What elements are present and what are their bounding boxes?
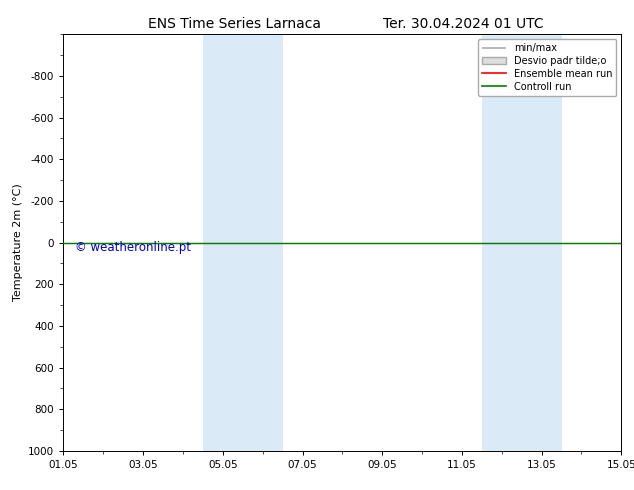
Legend: min/max, Desvio padr tilde;o, Ensemble mean run, Controll run: min/max, Desvio padr tilde;o, Ensemble m… <box>478 39 616 96</box>
Text: ENS Time Series Larnaca: ENS Time Series Larnaca <box>148 17 321 31</box>
Y-axis label: Temperature 2m (°C): Temperature 2m (°C) <box>13 184 23 301</box>
Text: © weatheronline.pt: © weatheronline.pt <box>75 241 191 254</box>
Text: Ter. 30.04.2024 01 UTC: Ter. 30.04.2024 01 UTC <box>382 17 543 31</box>
Bar <box>482 34 562 451</box>
Bar <box>203 34 283 451</box>
